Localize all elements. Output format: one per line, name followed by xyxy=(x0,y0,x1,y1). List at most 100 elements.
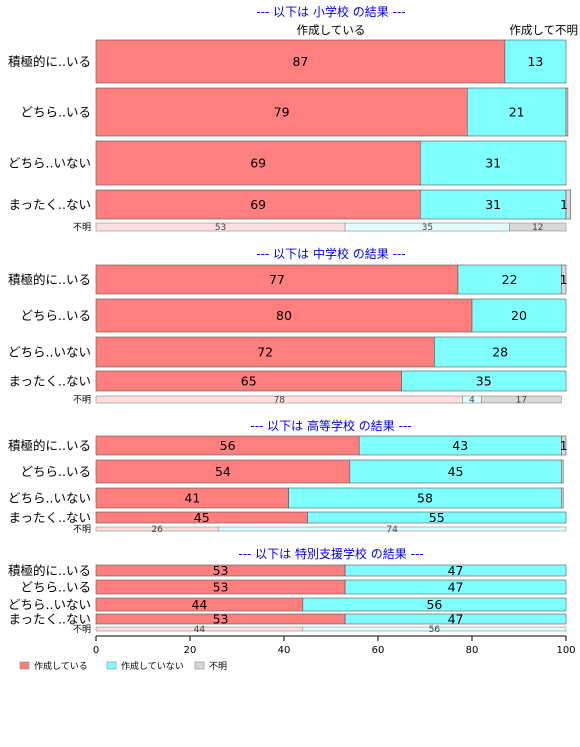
legend-swatch xyxy=(106,661,117,670)
na-value-label: 53 xyxy=(215,223,226,233)
bar-value-label: 55 xyxy=(429,510,445,525)
na-value-label: 78 xyxy=(274,396,286,406)
row-label: まったく..ない xyxy=(9,374,91,389)
na-value-label: 26 xyxy=(151,525,163,535)
bar-value-label: 45 xyxy=(448,464,464,479)
bar-value-label: 1 xyxy=(560,272,568,287)
bar-value-label: 54 xyxy=(215,464,231,479)
na-bar-segment xyxy=(302,626,567,632)
panel-title: --- 以下は 高等学校 の結果 --- xyxy=(250,418,411,433)
bar-value-label: 87 xyxy=(292,54,308,69)
legend-swatch xyxy=(19,661,30,670)
bar-value-label: 13 xyxy=(527,54,543,69)
row-label: 積極的に..いる xyxy=(8,272,91,287)
na-row-label: 不明 xyxy=(73,524,91,535)
bar-value-label: 72 xyxy=(257,345,273,360)
row-label: まったく..ない xyxy=(9,510,91,525)
bar-segment xyxy=(560,264,567,295)
bar-value-label: 77 xyxy=(269,272,285,287)
bar-value-label: 69 xyxy=(250,156,266,171)
bar-value-label: 43 xyxy=(452,438,468,453)
na-value-label: 35 xyxy=(422,223,433,233)
bar-segment xyxy=(95,189,421,220)
bar-segment xyxy=(471,298,567,333)
bar-value-label: 58 xyxy=(417,491,433,506)
na-bar-segment xyxy=(481,395,562,404)
na-value-label: 44 xyxy=(194,625,206,635)
panel-title: --- 以下は 中学校 の結果 --- xyxy=(256,246,405,261)
row-label: どちら..いる xyxy=(21,105,91,120)
x-tick-label: 60 xyxy=(372,645,385,656)
na-value-label: 12 xyxy=(532,223,543,233)
row-label: どちら..いる xyxy=(21,308,91,323)
x-tick-label: 0 xyxy=(93,645,99,656)
row-label: どちら..いない xyxy=(8,345,91,360)
bar-value-label: 65 xyxy=(241,374,257,389)
row-label: まったく..ない xyxy=(9,197,91,212)
bar-segment xyxy=(419,140,567,186)
bar-segment xyxy=(95,87,468,137)
na-row-label: 不明 xyxy=(73,624,91,635)
bar-segment xyxy=(95,298,473,333)
row-label: 積極的に..いる xyxy=(8,438,91,453)
row-label: どちら..いる xyxy=(21,464,91,479)
bar-value-label: 80 xyxy=(276,308,292,323)
na-bar-segment xyxy=(509,222,567,232)
row-label: どちら..いる xyxy=(21,580,91,595)
bar-segment xyxy=(466,87,567,137)
na-value-label: 56 xyxy=(429,625,441,635)
row-label: 積極的に..いる xyxy=(8,54,91,69)
bar-value-label: 1 xyxy=(560,197,568,212)
bar-segment xyxy=(95,39,506,84)
column-header-not-created: 作成して不明 xyxy=(509,23,578,37)
bar-segment xyxy=(565,87,569,137)
row-label: 積極的に..いる xyxy=(8,563,91,578)
na-value-label: 17 xyxy=(516,396,527,406)
bar-segment xyxy=(419,189,567,220)
na-value-label: 74 xyxy=(386,525,398,535)
bar-value-label: 56 xyxy=(426,597,442,612)
bar-value-label: 79 xyxy=(274,105,290,120)
bar-segment xyxy=(434,336,567,368)
bar-segment xyxy=(457,264,562,295)
bar-segment xyxy=(95,140,421,186)
row-label: どちら..いない xyxy=(8,156,91,171)
bar-segment xyxy=(307,511,567,524)
bar-segment xyxy=(504,39,567,84)
bar-value-label: 41 xyxy=(184,491,200,506)
na-row-label: 不明 xyxy=(73,395,91,406)
bar-value-label: 53 xyxy=(213,563,229,578)
bar-segment xyxy=(344,579,567,595)
bar-segment xyxy=(302,597,567,612)
row-label: まったく..ない xyxy=(9,612,91,627)
bar-value-label: 1 xyxy=(560,438,568,453)
bar-value-label: 44 xyxy=(191,597,207,612)
x-tick-label: 80 xyxy=(466,645,479,656)
bar-value-label: 22 xyxy=(502,272,518,287)
legend-label: 作成していない xyxy=(121,660,184,672)
panel-title: --- 以下は 小学校 の結果 --- xyxy=(256,4,405,19)
bar-value-label: 20 xyxy=(511,308,527,323)
panel-title: --- 以下は 特別支援学校 の結果 --- xyxy=(238,546,423,561)
x-tick-label: 20 xyxy=(184,645,197,656)
legend-label: 不明 xyxy=(209,661,227,672)
column-header-created: 作成している xyxy=(297,23,366,37)
bar-segment xyxy=(95,336,435,368)
bar-value-label: 21 xyxy=(509,105,525,120)
bar-value-label: 31 xyxy=(485,156,501,171)
bar-value-label: 47 xyxy=(448,580,464,595)
bar-segment xyxy=(560,487,564,509)
na-row-label: 不明 xyxy=(73,222,91,233)
bar-value-label: 47 xyxy=(448,563,464,578)
bar-value-label: 53 xyxy=(213,580,229,595)
na-bar-segment xyxy=(217,526,567,532)
legend-label: 作成している xyxy=(34,660,88,672)
bar-value-label: 69 xyxy=(250,197,266,212)
row-label: どちら..いない xyxy=(8,597,91,612)
bar-segment xyxy=(565,189,571,220)
x-tick-label: 100 xyxy=(556,645,575,656)
row-label: どちら..いない xyxy=(8,491,91,506)
bar-value-label: 53 xyxy=(213,612,229,627)
